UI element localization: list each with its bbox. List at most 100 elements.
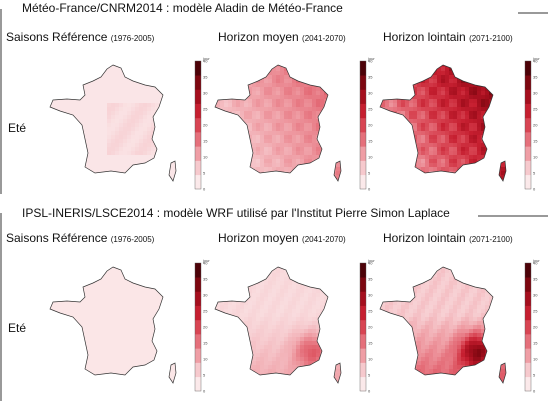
legend-tick-label: 30 — [368, 293, 373, 298]
section-frame-top-2 — [478, 215, 548, 217]
legend-tick-label: 30 — [533, 293, 538, 298]
legend-tick-label: 35 — [368, 277, 373, 282]
legend-tick-label: 0 — [533, 187, 536, 192]
legend-tick-label: 0 — [203, 389, 206, 394]
legend-swatch — [525, 334, 531, 349]
legend-tick-label: 5 — [203, 373, 206, 378]
legend-swatch — [195, 305, 201, 321]
legend-swatch — [195, 75, 201, 90]
legend-swatch — [195, 160, 201, 176]
legend-swatch — [360, 75, 366, 90]
legend-tick-label: 10 — [203, 155, 208, 160]
legend-swatch — [525, 362, 531, 378]
legend-swatch — [360, 334, 366, 349]
legend-swatch — [195, 263, 201, 278]
legend-tick-label: 20 — [368, 123, 373, 128]
legend-swatch — [525, 61, 531, 76]
legend-swatch — [360, 362, 366, 378]
legend-tick-label: 0 — [533, 389, 536, 394]
legend-tick-label: 10 — [368, 155, 373, 160]
legend-tick-label: 15 — [533, 341, 538, 346]
legend-swatch — [360, 263, 366, 278]
legend-unit-label: jour — [532, 258, 540, 263]
color-legend: jour 0 5 10 15 20 25 30 35 40 — [194, 258, 210, 394]
legend-swatch — [360, 89, 366, 104]
legend-unit-label: jour — [202, 258, 210, 263]
section-frame-left-1 — [0, 9, 2, 194]
legend-tick-label: 35 — [533, 75, 538, 80]
legend-swatch — [195, 89, 201, 104]
legend-tick-label: 40 — [533, 59, 538, 64]
legend-tick-label: 25 — [203, 309, 208, 314]
legend-tick-label: 20 — [533, 325, 538, 330]
legend-tick-label: 20 — [533, 123, 538, 128]
legend-tick-label: 5 — [368, 171, 371, 176]
legend-tick-label: 35 — [203, 277, 208, 282]
legend-tick-label: 25 — [368, 107, 373, 112]
legend-swatch — [360, 174, 366, 190]
column-title-far-2: Horizon lointain (2071-2100) — [383, 231, 513, 245]
legend-tick-label: 0 — [203, 187, 206, 192]
legend-tick-label: 15 — [203, 341, 208, 346]
legend-swatch — [195, 277, 201, 292]
legend-tick-label: 40 — [203, 59, 208, 64]
legend-unit-label: jour — [367, 56, 375, 61]
legend-tick-label: 5 — [533, 171, 536, 176]
legend-tick-label: 5 — [203, 171, 206, 176]
section-frame-top-1 — [518, 12, 548, 14]
legend-tick-label: 25 — [533, 309, 538, 314]
map-panel: jour 0 5 10 15 20 25 30 35 40 — [379, 258, 540, 394]
legend-tick-label: 35 — [533, 277, 538, 282]
row-label-summer-2: Eté — [8, 321, 27, 335]
legend-swatch — [525, 132, 531, 147]
legend-swatch — [195, 61, 201, 76]
legend-swatch — [360, 319, 366, 335]
legend-swatch — [525, 319, 531, 335]
column-title-reference-1: Saisons Référence (1976-2005) — [6, 30, 155, 44]
section-title-2: IPSL-INERIS/LSCE2014 : modèle WRF utilis… — [22, 206, 450, 220]
legend-tick-label: 15 — [203, 139, 208, 144]
legend-swatch — [360, 103, 366, 119]
legend-swatch — [360, 305, 366, 321]
map-panel: jour 0 5 10 15 20 25 30 35 40 — [49, 56, 210, 192]
legend-tick-label: 40 — [368, 261, 373, 266]
legend-tick-label: 10 — [533, 357, 538, 362]
legend-tick-label: 40 — [368, 59, 373, 64]
legend-tick-label: 40 — [203, 261, 208, 266]
color-legend: jour 0 5 10 15 20 25 30 35 40 — [359, 56, 375, 192]
legend-swatch — [525, 277, 531, 292]
legend-tick-label: 30 — [203, 293, 208, 298]
legend-tick-label: 5 — [368, 373, 371, 378]
legend-tick-label: 5 — [533, 373, 536, 378]
column-title-mid-2: Horizon moyen (2041-2070) — [218, 231, 346, 245]
legend-tick-label: 35 — [368, 75, 373, 80]
legend-tick-label: 35 — [203, 75, 208, 80]
legend-swatch — [360, 132, 366, 147]
legend-swatch — [525, 117, 531, 133]
legend-swatch — [195, 348, 201, 363]
legend-swatch — [360, 160, 366, 176]
legend-swatch — [195, 362, 201, 378]
row-label-summer-1: Eté — [8, 121, 27, 135]
legend-swatch — [360, 61, 366, 76]
legend-swatch — [525, 291, 531, 306]
column-title-mid-1: Horizon moyen (2041-2070) — [218, 30, 346, 44]
column-title-far-1: Horizon lointain (2071-2100) — [383, 30, 513, 44]
section-frame-left-2 — [0, 213, 2, 401]
legend-tick-label: 25 — [203, 107, 208, 112]
legend-swatch — [525, 174, 531, 190]
legend-swatch — [195, 146, 201, 161]
map-panel: jour 0 5 10 15 20 25 30 35 40 — [214, 56, 375, 192]
column-title-reference-2: Saisons Référence (1976-2005) — [6, 231, 155, 245]
legend-swatch — [360, 277, 366, 292]
legend-tick-label: 25 — [533, 107, 538, 112]
map-panel: jour 0 5 10 15 20 25 30 35 40 — [379, 56, 540, 192]
legend-unit-label: jour — [202, 56, 210, 61]
legend-swatch — [195, 117, 201, 133]
legend-tick-label: 0 — [368, 389, 371, 394]
legend-tick-label: 40 — [533, 261, 538, 266]
legend-tick-label: 15 — [368, 139, 373, 144]
legend-swatch — [195, 174, 201, 190]
legend-swatch — [360, 348, 366, 363]
legend-tick-label: 20 — [368, 325, 373, 330]
